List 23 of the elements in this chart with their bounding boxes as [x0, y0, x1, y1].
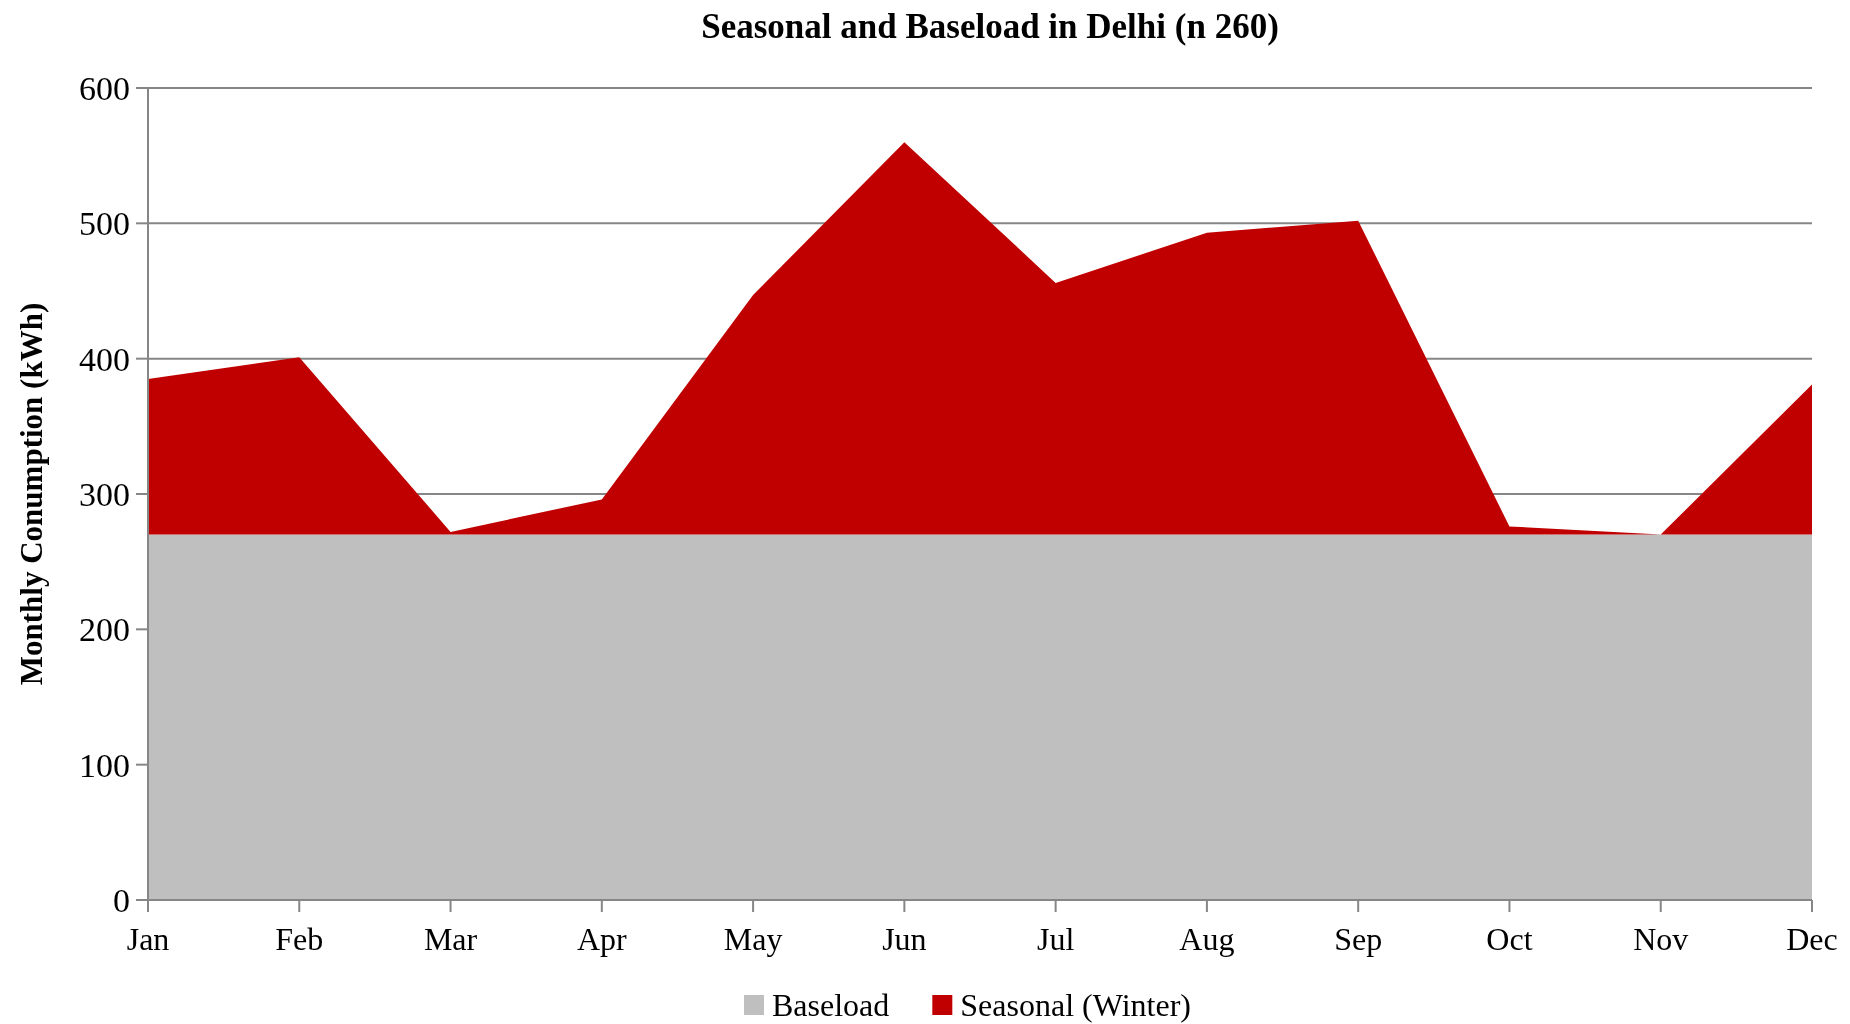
y-axis-title: Monthly Conumption (kWh) [14, 302, 49, 686]
x-tick-label: Oct [1486, 921, 1533, 957]
x-tick-label: Aug [1179, 921, 1235, 957]
y-tick-label: 100 [79, 746, 130, 784]
legend-label: Seasonal (Winter) [960, 987, 1191, 1024]
y-tick-label: 200 [79, 611, 130, 649]
x-tick-label: Mar [423, 921, 478, 957]
x-tick-label: Jun [882, 921, 927, 957]
y-tick-label: 500 [79, 205, 130, 243]
chart-title: Seasonal and Baseload in Delhi (n 260) [701, 7, 1279, 46]
x-tick-label: Sep [1334, 921, 1383, 957]
x-tick-label: Nov [1633, 921, 1689, 957]
y-tick-label: 0 [113, 881, 130, 919]
x-tick-label: Jul [1036, 921, 1075, 957]
x-tick-label: Apr [576, 921, 628, 957]
legend-label: Baseload [772, 987, 890, 1024]
x-tick-label: Feb [275, 921, 324, 957]
y-tick-label: 400 [79, 340, 130, 378]
x-tick-label: Jan [126, 921, 170, 957]
x-tick-label: May [723, 921, 783, 957]
y-tick-label: 300 [79, 475, 130, 513]
x-tick-label: Dec [1786, 921, 1838, 957]
y-tick-label: 600 [79, 69, 130, 107]
